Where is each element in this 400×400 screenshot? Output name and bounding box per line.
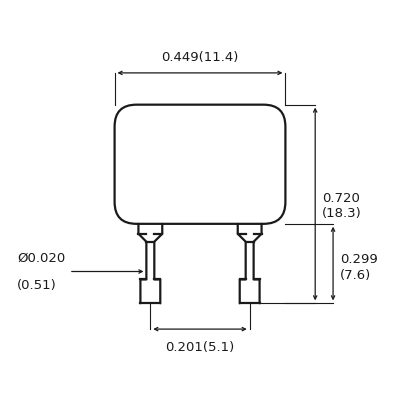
Text: 0.449(11.4): 0.449(11.4)	[161, 51, 239, 64]
Text: Ø0.020: Ø0.020	[17, 251, 66, 264]
Text: (18.3): (18.3)	[322, 208, 362, 220]
Text: (7.6): (7.6)	[340, 269, 372, 282]
Text: (0.51): (0.51)	[17, 279, 57, 292]
Text: 0.720: 0.720	[322, 192, 360, 204]
Text: 0.201(5.1): 0.201(5.1)	[165, 341, 235, 354]
Text: 0.299: 0.299	[340, 253, 378, 266]
